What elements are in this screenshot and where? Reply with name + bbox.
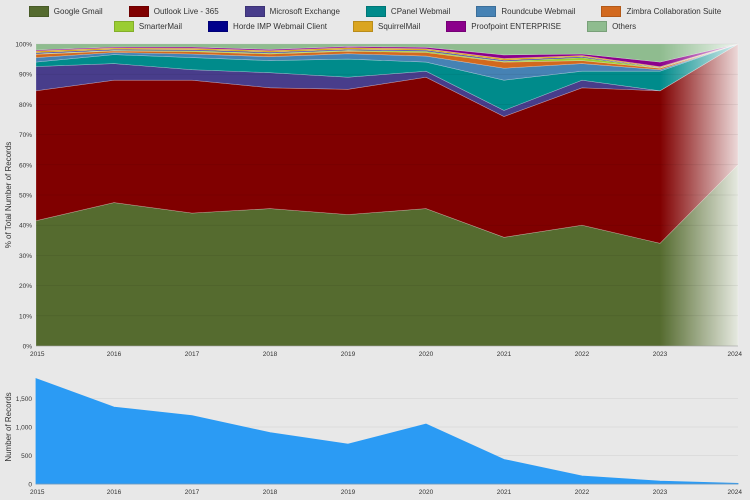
projection-fade [660,44,738,346]
y-tick-label: 60% [19,162,32,169]
legend-item-smartermail[interactable]: SmarterMail [113,21,183,32]
legend-label: Proofpoint ENTERPRISE [471,22,562,31]
x-tick-label: 2018 [263,489,278,496]
legend-swatch [113,21,134,32]
legend-swatch [244,6,265,17]
y-tick-label: 70% [19,132,32,139]
legend-item-proofpoint-enterprise[interactable]: Proofpoint ENTERPRISE [446,21,561,32]
legend-swatch [601,6,622,17]
legend-label: Outlook Live - 365 [153,7,219,16]
x-tick-label: 2024 [728,489,743,496]
y-tick-label: 1,000 [16,425,33,432]
legend-label: Google Gmail [53,7,103,16]
legend-swatch [587,21,608,32]
x-tick-label: 2023 [653,489,668,496]
legend-swatch [28,6,49,17]
y-tick-label: 500 [21,453,32,460]
x-tick-label: 2021 [497,351,512,358]
area-series-record-count [35,378,739,485]
legend-swatch [476,6,497,17]
legend-item-outlook-live-365[interactable]: Outlook Live - 365 [128,6,219,17]
y-tick-label: 80% [19,102,32,109]
y-tick-label: 40% [19,223,32,230]
legend-swatch [365,6,386,17]
x-tick-label: 2018 [263,351,278,358]
y-tick-label: 20% [19,283,32,290]
x-tick-label: 2016 [107,351,122,358]
y-tick-label: 0 [28,482,32,489]
y-axis-title: Number of Records [4,392,13,461]
x-tick-label: 2022 [575,351,590,358]
y-tick-label: 0% [23,344,33,351]
x-tick-label: 2017 [185,351,200,358]
x-tick-label: 2019 [341,351,356,358]
x-tick-label: 2016 [107,489,122,496]
y-axis-title: % of Total Number of Records [4,142,13,249]
legend-label: SquirrelMail [378,22,421,31]
y-tick-label: 30% [19,253,32,260]
legend-label: CPanel Webmail [390,7,451,16]
legend-item-horde-imp-webmail-client[interactable]: Horde IMP Webmail Client [208,21,327,32]
legend-swatch [128,6,149,17]
x-tick-label: 2015 [30,351,45,358]
legend-item-roundcube-webmail[interactable]: Roundcube Webmail [476,6,575,17]
x-tick-label: 2023 [653,351,668,358]
legend-item-microsoft-exchange[interactable]: Microsoft Exchange [244,6,340,17]
x-tick-label: 2021 [497,489,512,496]
legend-label: Zimbra Collaboration Suite [626,7,722,16]
legend-item-zimbra-collaboration-suite[interactable]: Zimbra Collaboration Suite [601,6,721,17]
legend-label: SmarterMail [138,22,183,31]
x-tick-label: 2020 [419,489,434,496]
y-tick-label: 100% [15,42,32,49]
y-tick-label: 10% [19,313,32,320]
x-tick-label: 2022 [575,489,590,496]
legend-swatch [208,21,229,32]
legend-label: Microsoft Exchange [269,7,340,16]
legend-label: Others [612,22,637,31]
x-tick-label: 2015 [30,489,45,496]
legend-item-cpanel-webmail[interactable]: CPanel Webmail [365,6,451,17]
legend-label: Horde IMP Webmail Client [233,22,328,31]
y-tick-label: 1,500 [16,396,33,403]
legend-swatch [353,21,374,32]
y-tick-label: 90% [19,72,32,79]
legend-swatch [446,21,467,32]
x-tick-label: 2019 [341,489,356,496]
legend-item-google-gmail[interactable]: Google Gmail [28,6,103,17]
legend-label: Roundcube Webmail [501,7,576,16]
chart-legend: Google Gmail Outlook Live - 365 Microsoft … [0,6,750,32]
x-tick-label: 2020 [419,351,434,358]
y-tick-label: 50% [19,193,32,200]
x-tick-label: 2017 [185,489,200,496]
legend-item-squirrelmail[interactable]: SquirrelMail [353,21,420,32]
legend-item-others[interactable]: Others [587,21,636,32]
x-tick-label: 2024 [728,351,743,358]
